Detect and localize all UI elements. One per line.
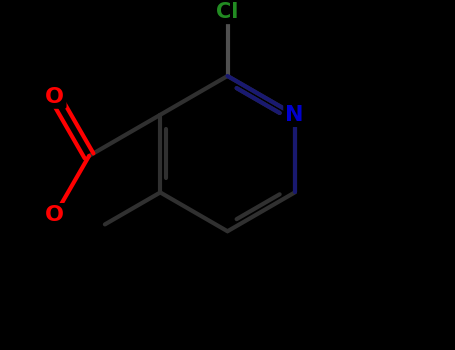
Text: Cl: Cl	[216, 2, 239, 22]
Text: O: O	[46, 205, 64, 225]
Text: N: N	[285, 105, 304, 125]
Text: O: O	[46, 86, 64, 107]
